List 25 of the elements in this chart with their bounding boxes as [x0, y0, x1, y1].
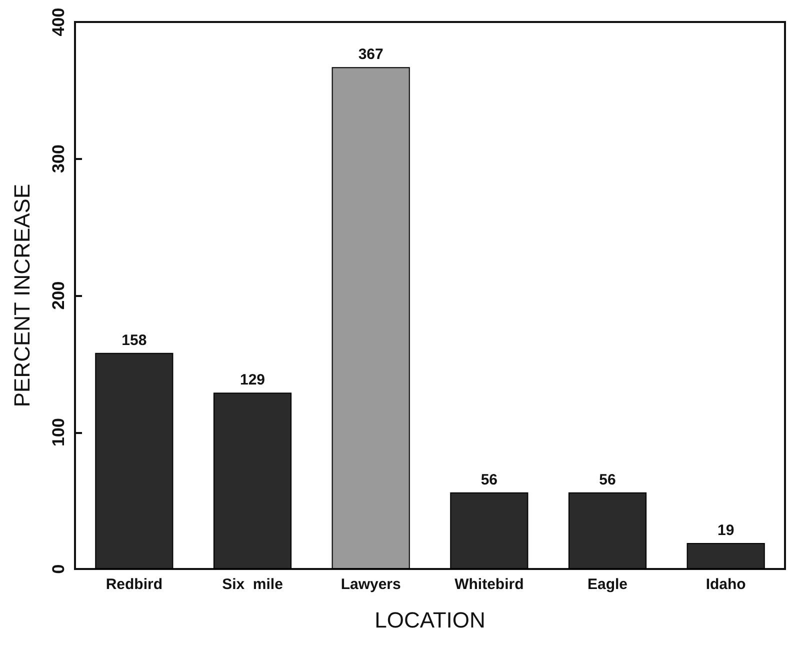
data-label: 56 — [599, 471, 616, 488]
y-tick-label: 400 — [49, 8, 68, 36]
x-tick-label: Lawyers — [340, 576, 401, 593]
y-tick-label: 200 — [49, 281, 68, 310]
x-tick-label: Eagle — [587, 576, 628, 593]
x-axis-title: LOCATION — [374, 608, 486, 632]
data-label: 367 — [358, 46, 384, 64]
bar — [686, 543, 765, 569]
bar — [450, 492, 528, 569]
y-tick-label: 0 — [49, 564, 68, 574]
x-tick-label: Whitebird — [454, 576, 524, 593]
data-label: 19 — [717, 522, 734, 540]
x-tick-label: Redbird — [106, 576, 163, 593]
y-tick-label: 100 — [49, 418, 68, 446]
y-tick-label: 300 — [49, 144, 68, 173]
data-label: 158 — [122, 332, 147, 349]
bar — [95, 352, 174, 569]
data-label: 129 — [240, 372, 266, 389]
bar — [213, 392, 292, 569]
bar — [568, 492, 647, 569]
bar — [332, 67, 410, 569]
x-tick-label: Six mile — [222, 576, 283, 593]
data-label: 56 — [480, 471, 498, 488]
x-tick-label: Idaho — [706, 576, 746, 593]
y-axis-title: PERCENT INCREASE — [10, 184, 34, 408]
